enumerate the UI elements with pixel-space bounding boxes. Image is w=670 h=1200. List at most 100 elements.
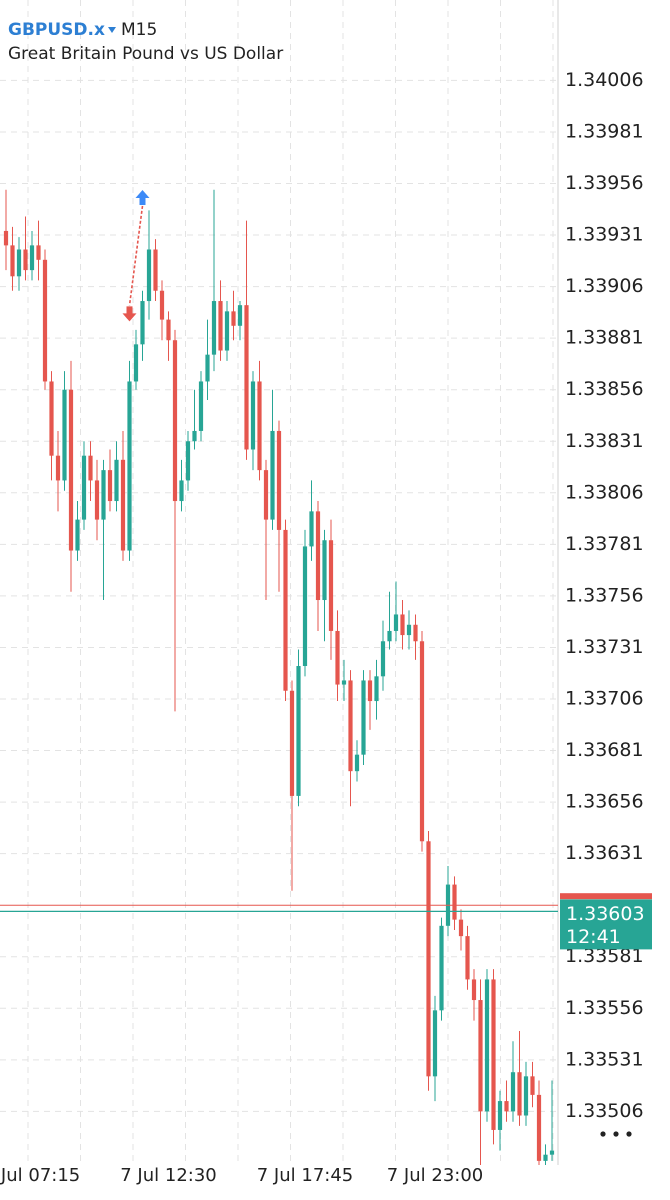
candle-body <box>471 979 477 1001</box>
candle-body <box>263 470 269 520</box>
candle-body <box>3 230 9 246</box>
x-tick-label: 7 Jul 17:45 <box>257 1165 354 1186</box>
y-tick-label: 1.33531 <box>565 1048 644 1070</box>
y-tick-label: 1.33806 <box>565 481 644 503</box>
candle-body <box>374 676 379 702</box>
menu-dot <box>626 1131 632 1137</box>
candle-body <box>101 470 106 520</box>
candle-body <box>302 546 308 667</box>
candle-body <box>153 249 158 291</box>
grid <box>0 0 558 1165</box>
candle-body <box>367 680 373 702</box>
y-tick-label: 1.33556 <box>565 997 644 1019</box>
candle-body <box>179 480 184 502</box>
candle-body <box>419 641 425 842</box>
candle-body <box>315 511 321 601</box>
candle-body <box>335 630 340 685</box>
candle-body <box>75 519 80 551</box>
candle-body <box>140 301 145 345</box>
candle-body <box>107 470 113 502</box>
candle-body <box>276 430 282 530</box>
candle-body <box>114 459 119 502</box>
candle-body <box>244 305 249 450</box>
y-tick-label: 1.33856 <box>565 378 644 400</box>
y-tick-label: 1.33656 <box>565 791 644 813</box>
candle-body <box>185 441 191 481</box>
y-tick-label: 1.33931 <box>565 224 644 246</box>
candle-body <box>237 305 243 326</box>
candle-body <box>62 389 67 481</box>
candle-body <box>270 430 275 520</box>
candle-body <box>133 344 139 382</box>
candle-body <box>478 1000 483 1112</box>
candle-body <box>250 381 256 450</box>
y-tick-label: 1.33731 <box>565 636 644 658</box>
candle-body <box>192 430 197 442</box>
candle-body <box>465 936 470 980</box>
candle-body <box>530 1076 535 1095</box>
y-tick-label: 1.34006 <box>565 69 644 91</box>
price-tag <box>560 899 652 950</box>
candle-body <box>400 614 405 636</box>
more-menu[interactable] <box>600 1131 632 1137</box>
countdown: 12:41 <box>566 926 621 948</box>
candle-body <box>94 480 100 520</box>
candle-body <box>205 354 210 382</box>
y-tick-label: 1.33781 <box>565 533 644 555</box>
menu-dot <box>613 1131 619 1137</box>
candle-body <box>88 455 93 481</box>
menu-dot <box>600 1131 606 1137</box>
candle-body <box>426 841 431 1077</box>
candle-body <box>218 301 223 351</box>
candle-body <box>536 1094 542 1161</box>
symbol[interactable]: GBPUSD.x <box>8 20 105 40</box>
candle-body <box>406 624 412 636</box>
candle-body <box>211 301 217 355</box>
x-tick-label: 7 Jul 23:00 <box>387 1165 484 1186</box>
candle-body <box>413 624 418 642</box>
timeframe[interactable]: M15 <box>121 20 157 40</box>
y-tick-label: 1.33681 <box>565 739 644 761</box>
candle-body <box>166 319 171 341</box>
candle-body <box>120 459 126 551</box>
candles <box>3 189 555 1165</box>
candle-body <box>328 540 334 631</box>
candle-body <box>146 249 152 302</box>
y-tick-label: 1.33881 <box>565 327 644 349</box>
price-tag-label: 1.33603 <box>566 903 645 925</box>
candle-body <box>10 245 15 277</box>
candle-body <box>29 245 35 271</box>
candle-body <box>491 979 496 1130</box>
candle-body <box>439 925 444 1011</box>
candle-body <box>322 540 327 601</box>
candle-body <box>504 1101 509 1112</box>
candle-body <box>172 340 178 502</box>
candle-body <box>23 249 28 271</box>
candle-body <box>348 680 353 772</box>
candle-body <box>354 754 360 772</box>
x-tick-label: 7 Jul 12:30 <box>120 1165 217 1186</box>
candle-body <box>159 290 165 320</box>
candle-body <box>510 1072 516 1112</box>
candle-body <box>497 1101 503 1130</box>
candle-body <box>283 529 288 691</box>
y-tick-label: 1.33581 <box>565 945 644 967</box>
candle-body <box>198 381 204 431</box>
y-tick-label: 1.33506 <box>565 1100 644 1122</box>
candle-body <box>341 680 347 685</box>
trade-connector <box>128 205 144 306</box>
y-tick-label: 1.33631 <box>565 842 644 864</box>
candle-body <box>296 666 301 796</box>
candle-body <box>289 690 295 796</box>
candle-body <box>523 1076 529 1116</box>
subtitle: Great Britain Pound vs US Dollar <box>8 44 283 64</box>
trade-arrow <box>135 189 150 205</box>
candle-body <box>257 381 262 471</box>
candle-body <box>224 311 230 351</box>
trade-arrow <box>122 306 137 322</box>
ask-tag <box>560 893 652 900</box>
y-tick-label: 1.33981 <box>565 120 644 142</box>
candle-body <box>36 245 41 260</box>
y-tick-label: 1.33706 <box>565 688 644 710</box>
symbol-dropdown[interactable] <box>108 27 116 33</box>
